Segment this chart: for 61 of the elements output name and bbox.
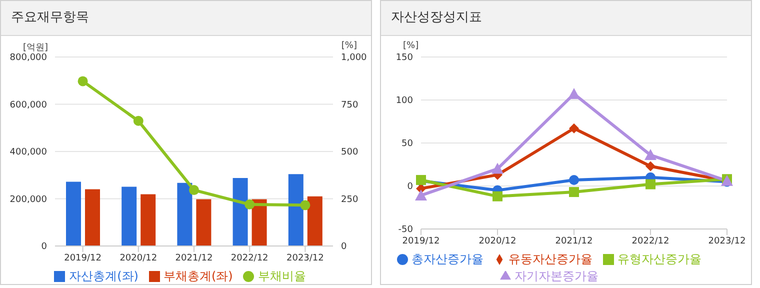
y2-tick-label: 0 (341, 242, 347, 252)
bar (177, 182, 192, 246)
x-tick-label: 2021/12 (555, 236, 593, 246)
y-tick-label: 400,000 (10, 148, 48, 158)
legend-label: 유형자산증가율 (618, 252, 702, 266)
y-axis-title: [%] (403, 41, 419, 51)
point (569, 123, 579, 134)
x-tick-label: 2022/12 (632, 236, 670, 246)
x-tick-label: 2019/12 (64, 253, 102, 264)
x-tick-label: 2022/12 (230, 253, 268, 264)
legend-label: 유동자산증가율 (508, 252, 592, 266)
y2-tick-label: 750 (341, 100, 358, 110)
x-tick-label: 2023/12 (286, 253, 324, 264)
point (492, 191, 502, 202)
y2-tick-label: 500 (341, 148, 358, 158)
point (300, 200, 310, 210)
y-tick-label: 0 (41, 242, 48, 252)
x-tick-label: 2023/12 (708, 236, 746, 246)
bar (85, 189, 100, 246)
point (492, 162, 504, 174)
bar (288, 174, 304, 246)
y2-axis-title: [%] (341, 41, 357, 51)
point (133, 116, 144, 126)
x-tick-label: 2020/12 (120, 253, 158, 264)
y-tick-label: 150 (396, 53, 414, 64)
y-tick-label: 0 (407, 182, 414, 192)
y2-tick-label: 250 (341, 194, 358, 205)
chart-title: 주요재무항목 (1, 1, 371, 36)
point (244, 199, 255, 210)
chart-title: 자산성장성지표 (381, 1, 751, 36)
y-tick-label: 200,000 (10, 194, 48, 205)
x-tick-label: 2019/12 (402, 236, 440, 246)
bar (122, 186, 137, 246)
bar (232, 178, 248, 246)
x-tick-label: 2021/12 (175, 253, 213, 264)
point (646, 161, 656, 172)
bar (196, 199, 212, 246)
y-tick-label: 600,000 (10, 100, 48, 110)
point (415, 189, 427, 200)
y-tick-label: 50 (402, 139, 414, 150)
point (569, 187, 579, 198)
point (569, 174, 579, 185)
point (646, 179, 656, 190)
y-tick-label: 800,000 (10, 53, 48, 64)
legend-label: 총자산증가율 (412, 252, 484, 266)
y-tick-label: -50 (398, 225, 414, 236)
legend-label: 부채총계(좌) (164, 269, 233, 283)
y-axis-title: [억원] (23, 42, 48, 53)
legend-label: 자기자본증가율 (514, 269, 598, 283)
legend-label: 부채비율 (258, 269, 306, 283)
legend-label: 자산총계(좌) (69, 269, 138, 283)
bar (66, 182, 81, 246)
y2-tick-label: 1,000 (341, 53, 368, 64)
bar (307, 196, 322, 246)
x-tick-label: 2020/12 (478, 236, 516, 246)
point (644, 149, 656, 160)
y-tick-label: 100 (396, 96, 414, 106)
bar (252, 199, 267, 246)
bar (140, 194, 156, 246)
point (189, 185, 199, 196)
point (78, 76, 88, 86)
